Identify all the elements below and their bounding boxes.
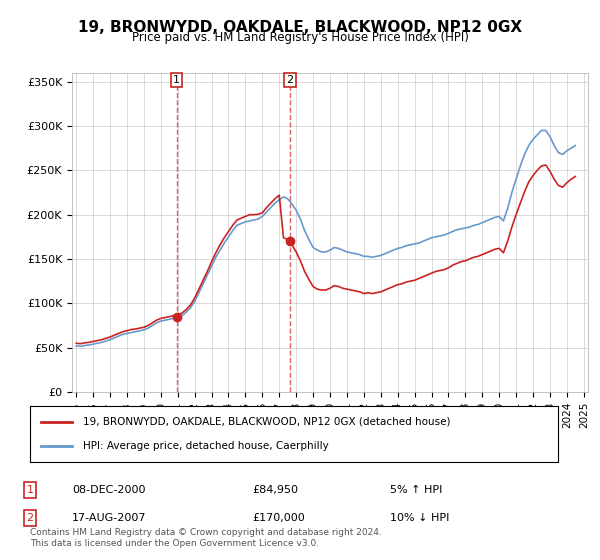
Text: 2: 2	[26, 513, 34, 523]
Text: £84,950: £84,950	[252, 485, 298, 495]
Text: 1: 1	[173, 75, 180, 85]
Text: 5% ↑ HPI: 5% ↑ HPI	[390, 485, 442, 495]
Text: 17-AUG-2007: 17-AUG-2007	[72, 513, 146, 523]
Text: 1: 1	[26, 485, 34, 495]
Text: Contains HM Land Registry data © Crown copyright and database right 2024.
This d: Contains HM Land Registry data © Crown c…	[30, 528, 382, 548]
Text: 08-DEC-2000: 08-DEC-2000	[72, 485, 146, 495]
Text: HPI: Average price, detached house, Caerphilly: HPI: Average price, detached house, Caer…	[83, 441, 329, 451]
Text: £170,000: £170,000	[252, 513, 305, 523]
Text: Price paid vs. HM Land Registry's House Price Index (HPI): Price paid vs. HM Land Registry's House …	[131, 31, 469, 44]
Text: 2: 2	[286, 75, 293, 85]
Text: 19, BRONWYDD, OAKDALE, BLACKWOOD, NP12 0GX: 19, BRONWYDD, OAKDALE, BLACKWOOD, NP12 0…	[78, 20, 522, 35]
Text: 10% ↓ HPI: 10% ↓ HPI	[390, 513, 449, 523]
Text: 19, BRONWYDD, OAKDALE, BLACKWOOD, NP12 0GX (detached house): 19, BRONWYDD, OAKDALE, BLACKWOOD, NP12 0…	[83, 417, 450, 427]
